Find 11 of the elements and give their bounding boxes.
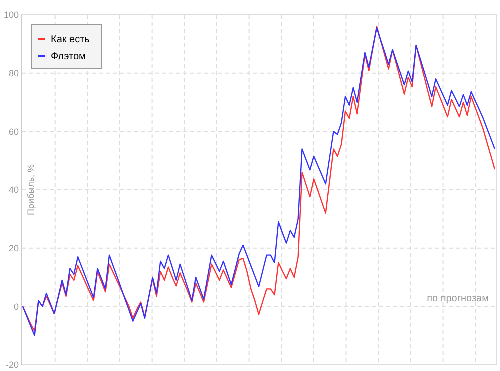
y-tick-label: 40	[8, 185, 19, 196]
y-tick-label: 80	[8, 68, 19, 78]
y-tick-label: 60	[8, 126, 19, 137]
annotation: по прогнозам	[427, 294, 490, 305]
y-axis-title: Прибыль, %	[26, 164, 36, 216]
legend-label: Флэтом	[51, 52, 86, 62]
y-tick-label: 20	[8, 243, 19, 254]
y-tick-label: -20	[6, 360, 19, 370]
legend-label: Как есть	[51, 34, 90, 46]
y-tick-label: 100	[4, 10, 19, 20]
y-tick-label: 0	[14, 302, 19, 312]
